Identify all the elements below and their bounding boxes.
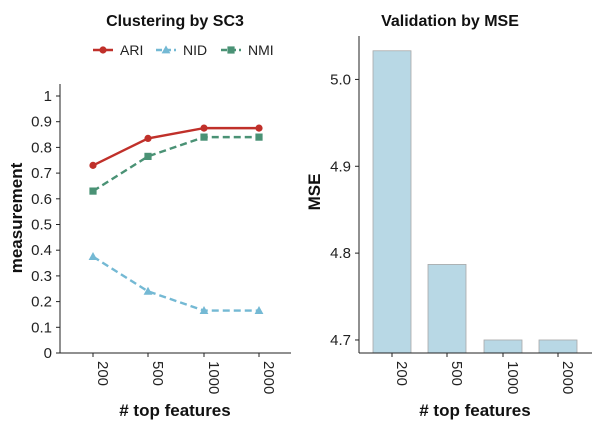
line-chart-x-tick-label: 1000	[205, 361, 222, 394]
series-point-nid	[199, 305, 209, 314]
line-chart-xlabel: # top features	[119, 401, 230, 420]
line-chart-y-tick-label: 0.1	[31, 319, 52, 336]
bar-chart-y-tick-label: 4.8	[330, 245, 351, 262]
series-point-nmi	[200, 133, 208, 141]
series-line-ari	[92, 126, 259, 167]
bar-chart-x-tick-label: 200	[393, 361, 410, 386]
line-chart-y-tick-label: 0.6	[31, 191, 52, 208]
line-chart-y-tick-label: 0	[44, 345, 52, 362]
line-chart-y-tick-label: 0.4	[31, 242, 52, 259]
line-chart-y-tick-label: 0.3	[31, 268, 52, 285]
series-line-nid	[92, 255, 259, 312]
series-point-nmi	[144, 152, 152, 160]
bar-chart-title: Validation by MSE	[381, 13, 519, 30]
line-chart-y-tick-label: 0.8	[31, 139, 52, 156]
line-chart-x-tick-label: 2000	[260, 361, 277, 394]
bar-2000	[538, 339, 578, 354]
line-chart-y-tick-label: 0.5	[31, 217, 52, 234]
bar-200	[372, 50, 412, 354]
series-point-ari	[144, 134, 152, 143]
line-chart-legend: ARI NID NMI	[93, 42, 274, 58]
series-point-ari	[89, 161, 97, 169]
legend-label-ari: ARI	[120, 42, 143, 58]
bar-chart-y-tick-label: 4.9	[330, 158, 351, 175]
bar-chart-x-tick-label: 1000	[504, 361, 521, 394]
line-chart-y-tick-label: 0.9	[31, 114, 52, 131]
legend-label-nmi: NMI	[248, 42, 274, 58]
bar-chart-x-tick-label: 2000	[559, 361, 576, 394]
line-chart-y-tick-label: 1	[44, 88, 52, 105]
line-chart-y-tick-label: 0.2	[31, 294, 52, 311]
legend-marker-nid	[161, 45, 171, 54]
line-chart-series	[88, 124, 264, 314]
bar-chart-axes: 4.7 4.8 4.9 5.0 200 500 1000 2000	[330, 36, 592, 394]
line-chart-ylabel: measurement	[7, 162, 26, 273]
legend-marker-ari	[99, 46, 107, 54]
bar-chart-xlabel: # top features	[419, 401, 530, 420]
bar-500	[427, 264, 467, 354]
line-chart-y-tick-label: 0.7	[31, 165, 52, 182]
line-chart-axes: 0 0.1 0.2 0.3 0.4 0.5 0.6 0.7 0.8 0.9 1 200 500 1000 2…	[31, 84, 291, 394]
bar-chart-y-tick-label: 5.0	[330, 71, 351, 88]
series-point-nmi	[255, 133, 263, 141]
series-line-nmi	[92, 135, 259, 193]
series-point-ari	[200, 124, 208, 132]
series-point-nmi	[89, 187, 97, 195]
bar-chart-bars	[372, 50, 578, 354]
line-chart-panel: Clustering by SC3 ARI NID NMI measurement …	[7, 13, 291, 420]
line-chart-title: Clustering by SC3	[106, 13, 244, 30]
legend-marker-nmi	[227, 46, 235, 54]
series-point-ari	[255, 124, 263, 132]
line-chart-x-tick-label: 500	[149, 361, 166, 386]
bar-chart-y-tick-label: 4.7	[330, 332, 351, 349]
legend-label-nid: NID	[183, 42, 207, 58]
series-point-nid	[254, 305, 264, 314]
line-chart-x-tick-label: 200	[94, 361, 111, 386]
series-point-nid	[143, 286, 153, 295]
bar-1000	[483, 339, 523, 354]
bar-chart-ylabel: MSE	[305, 174, 324, 211]
bar-chart-panel: Validation by MSE MSE # top features 4.7…	[305, 13, 592, 420]
series-point-nid	[88, 252, 98, 261]
bar-chart-x-tick-label: 500	[448, 361, 465, 386]
